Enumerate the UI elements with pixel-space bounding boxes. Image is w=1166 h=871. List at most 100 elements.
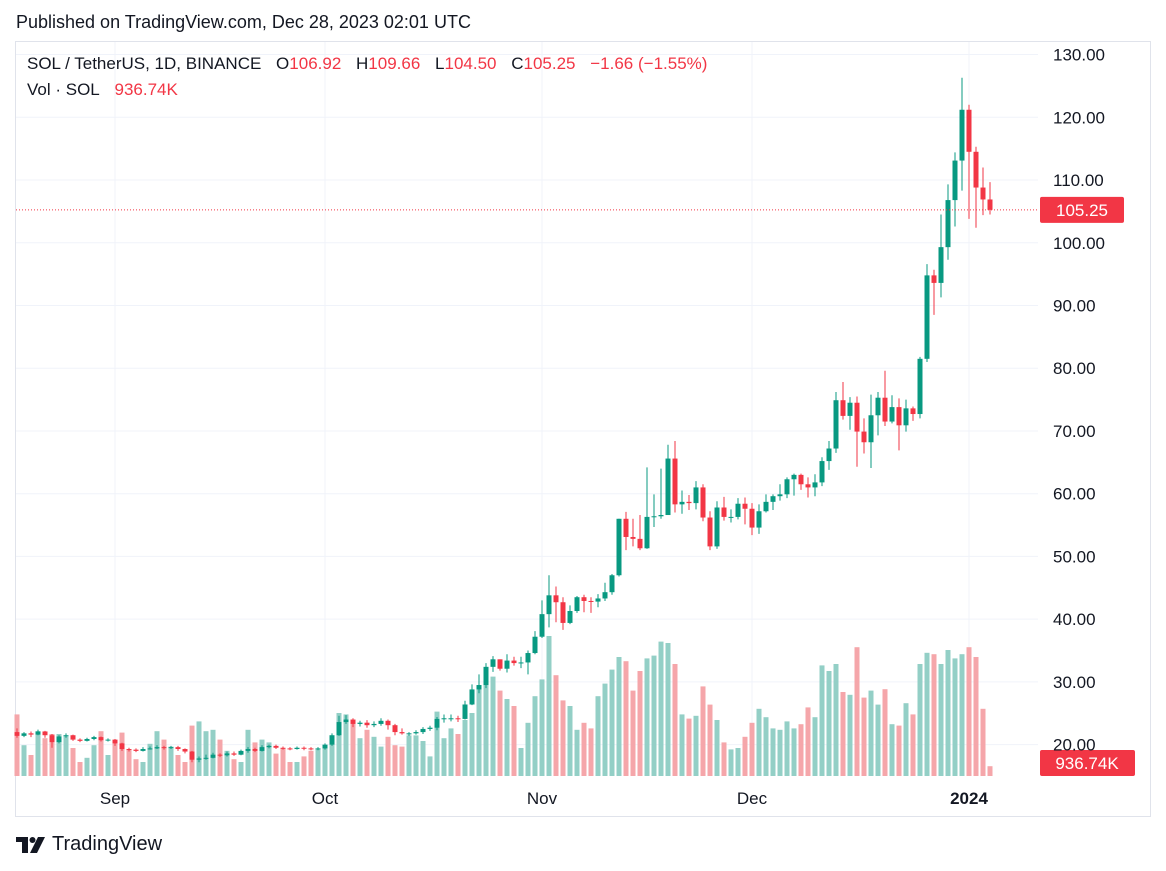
candle-body <box>959 109 965 161</box>
candle-body <box>63 735 69 737</box>
y-tick-label: 30.00 <box>1053 673 1096 692</box>
volume-bar <box>133 759 139 776</box>
volume-bar <box>441 738 447 776</box>
volume-bar <box>756 708 762 776</box>
candle-body <box>714 507 720 547</box>
volume-bar <box>224 750 230 776</box>
candle-body <box>42 731 48 736</box>
volume-bar <box>336 713 342 776</box>
candle-body <box>742 503 748 509</box>
volume-legend: Vol · SOL 936.74K <box>27 80 178 100</box>
candle-body <box>371 723 377 726</box>
candle-body <box>280 747 286 749</box>
volume-bar <box>882 689 888 776</box>
volume-label[interactable]: Vol · SOL <box>27 80 100 99</box>
volume-bar <box>840 692 846 776</box>
volume-bar <box>70 748 76 776</box>
candle-body <box>399 732 405 734</box>
volume-bar <box>651 655 657 776</box>
candle-body <box>826 448 832 462</box>
volume-bar <box>77 762 83 776</box>
volume-bar <box>574 729 580 776</box>
volume-bar <box>84 757 90 776</box>
low-value: 104.50 <box>444 54 497 73</box>
last-price-line: 105.25 936.74K <box>16 196 1135 776</box>
volume-bar <box>637 671 643 776</box>
volume-bar <box>56 734 62 776</box>
candle-body <box>126 749 132 751</box>
candle-body <box>511 660 517 664</box>
volume-bar <box>693 715 699 776</box>
candle-body <box>462 704 468 719</box>
volume-bar <box>371 736 377 776</box>
y-tick-label: 80.00 <box>1053 359 1096 378</box>
footer-brand[interactable]: TradingView <box>16 833 162 856</box>
chart-frame <box>15 41 1151 817</box>
candle-body <box>546 595 552 615</box>
last-volume-label-box <box>1040 750 1135 776</box>
published-notice: Published on TradingView.com, Dec 28, 20… <box>16 12 471 32</box>
brand-name: TradingView <box>52 833 163 855</box>
candle-body <box>119 743 125 750</box>
volume-bar <box>630 690 636 776</box>
candle-body <box>343 719 349 723</box>
candle-body <box>413 732 419 734</box>
volume-bar <box>959 654 965 776</box>
y-tick-label: 120.00 <box>1053 108 1105 127</box>
volume-bar <box>595 696 601 776</box>
candle-body <box>196 758 202 760</box>
volume-bar <box>112 741 118 776</box>
volume-bar <box>385 736 391 776</box>
volume-bar <box>217 739 223 776</box>
candle-body <box>385 720 391 726</box>
candle-body <box>203 757 209 759</box>
volume-bar <box>343 714 349 776</box>
symbol-description[interactable]: SOL / TetherUS, 1D, BINANCE <box>27 54 262 73</box>
candle-body <box>392 725 398 733</box>
volume-bar <box>322 745 328 776</box>
candle-body <box>840 400 846 416</box>
candle-body <box>329 735 335 745</box>
candle-body <box>889 407 895 422</box>
volume-bar <box>392 745 398 776</box>
candle-body <box>420 728 426 733</box>
volume-bar <box>546 636 552 776</box>
volume-bar <box>581 722 587 776</box>
volume-bars <box>14 636 993 776</box>
candle-body <box>588 600 594 602</box>
candle-body <box>406 733 412 735</box>
volume-bar <box>126 749 132 776</box>
volume-bar <box>798 724 804 776</box>
x-tick-label: 2024 <box>950 789 988 808</box>
candle-body <box>728 516 734 518</box>
y-tick-label: 60.00 <box>1053 485 1096 504</box>
y-tick-label: 130.00 <box>1053 46 1105 65</box>
volume-bar <box>931 654 937 776</box>
candle-body <box>665 458 671 516</box>
candle-body <box>448 718 454 720</box>
candle-body <box>532 636 538 654</box>
candle-body <box>973 151 979 188</box>
tradingview-logo-icon <box>16 836 45 853</box>
high-label: H <box>356 54 369 73</box>
candle-body <box>98 737 104 741</box>
candle-body <box>644 516 650 549</box>
volume-bar <box>203 731 209 776</box>
candle-body <box>756 511 762 528</box>
candle-body <box>112 739 118 744</box>
candle-body <box>105 739 111 741</box>
volume-bar <box>735 748 741 776</box>
volume-bar <box>140 762 146 776</box>
volume-bar <box>686 718 692 776</box>
candle-body <box>441 718 447 720</box>
volume-bar <box>868 690 874 776</box>
candle-body <box>945 200 951 248</box>
volume-bar <box>539 679 545 776</box>
candle-body <box>763 501 769 512</box>
candle-body <box>14 732 20 736</box>
candle-body <box>378 720 384 724</box>
volume-bar <box>469 713 475 776</box>
volume-bar <box>427 756 433 776</box>
candle-body <box>490 659 496 667</box>
